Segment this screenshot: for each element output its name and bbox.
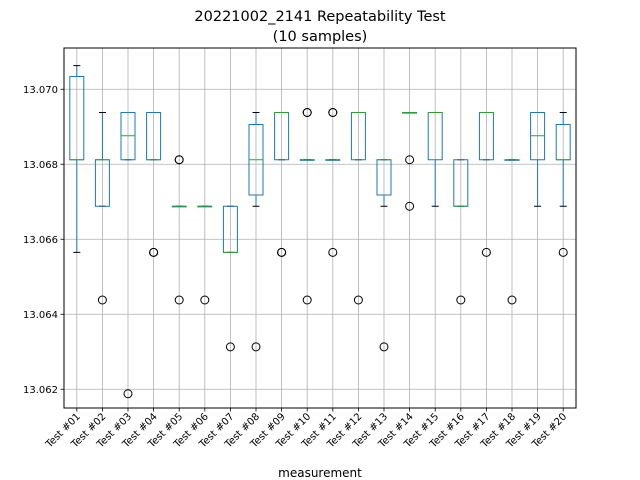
box-group xyxy=(453,159,469,305)
chart-title: 20221002_2141 Repeatability Test xyxy=(194,9,446,25)
outlier-point xyxy=(379,342,389,352)
chart-subtitle: (10 samples) xyxy=(273,29,368,45)
box-group xyxy=(274,112,290,257)
y-tick-label: 13.068 xyxy=(23,160,58,171)
outlier-point xyxy=(123,389,133,399)
box-group xyxy=(94,112,110,305)
outlier-point xyxy=(328,247,338,257)
outlier-point xyxy=(200,295,210,305)
box-group xyxy=(197,205,213,305)
box-group xyxy=(504,159,520,305)
box-group xyxy=(325,108,341,257)
y-tick-label: 13.066 xyxy=(23,235,58,246)
plot-frame xyxy=(63,47,577,409)
box-group xyxy=(171,155,187,305)
y-tick-label: 13.070 xyxy=(23,85,58,96)
box-group xyxy=(402,112,418,211)
outlier-point xyxy=(174,155,184,165)
x-axis-label: measurement xyxy=(278,466,362,480)
box-group xyxy=(376,159,392,352)
box-group xyxy=(478,112,494,257)
outlier-point xyxy=(456,295,466,305)
box-group xyxy=(120,112,136,399)
box-group xyxy=(222,205,238,352)
boxes xyxy=(69,65,571,399)
box-group xyxy=(427,112,443,207)
outlier-point xyxy=(328,108,338,117)
box-group xyxy=(530,112,546,207)
outlier-point xyxy=(481,247,491,257)
box-group xyxy=(555,112,571,257)
outlier-point xyxy=(558,247,568,257)
box-group xyxy=(69,65,85,253)
outlier-point xyxy=(225,342,235,352)
outlier-point xyxy=(277,247,287,257)
outlier-point xyxy=(353,295,363,305)
box-group xyxy=(350,112,366,305)
outlier-point xyxy=(405,201,415,211)
outlier-point xyxy=(97,295,107,305)
outlier-point xyxy=(507,295,517,305)
box-group xyxy=(299,108,315,305)
outlier-point xyxy=(302,295,312,305)
grid-lines xyxy=(64,48,576,408)
outlier-point xyxy=(405,155,415,165)
outlier-point xyxy=(251,342,261,352)
box-group xyxy=(146,112,162,257)
box-group xyxy=(248,112,264,352)
y-tick-label: 13.062 xyxy=(23,385,58,396)
outlier-point xyxy=(149,247,159,257)
outlier-point xyxy=(302,108,312,117)
y-tick-label: 13.064 xyxy=(23,310,58,321)
outlier-point xyxy=(174,295,184,305)
